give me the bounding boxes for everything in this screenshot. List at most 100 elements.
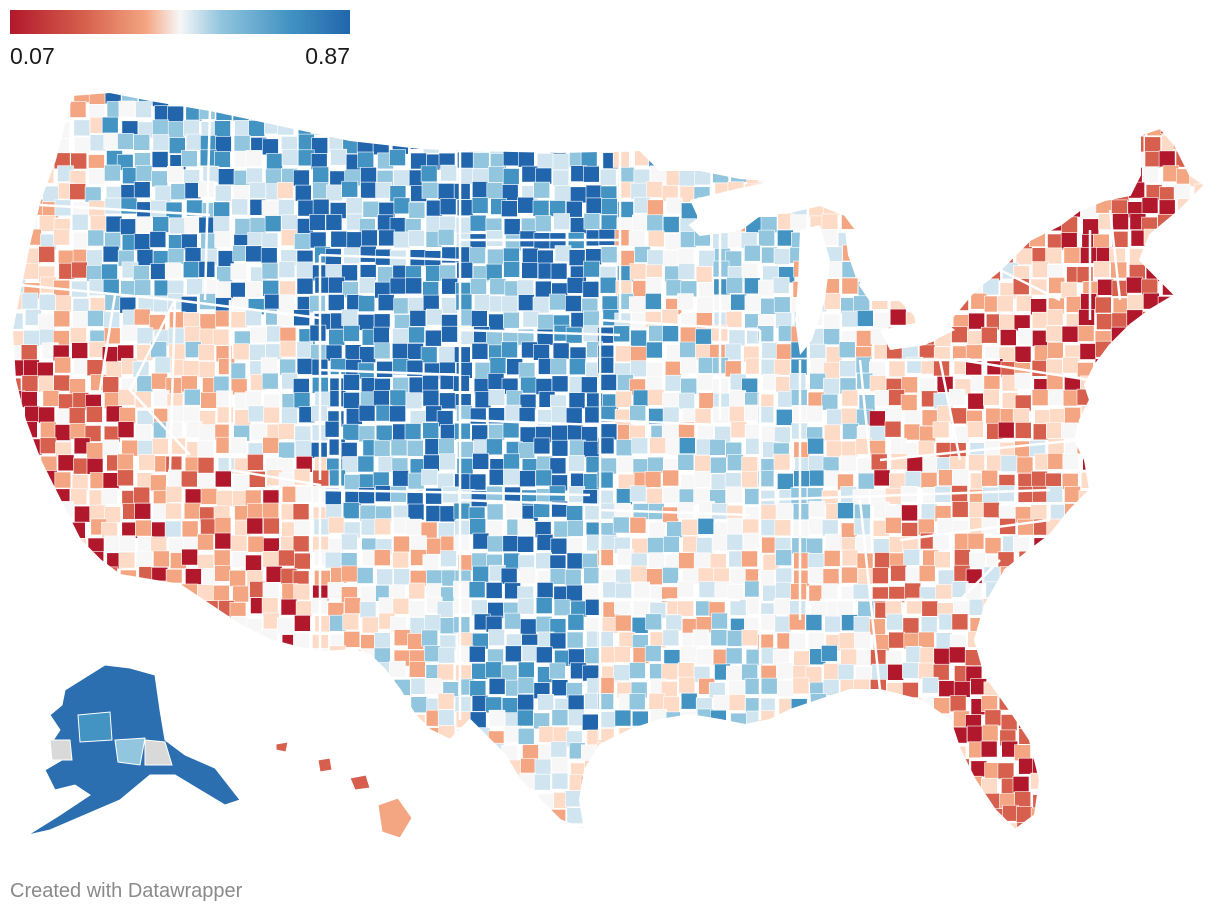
county-cell xyxy=(858,394,876,412)
county-cell xyxy=(184,388,201,406)
county-cell xyxy=(583,260,600,278)
county-cell xyxy=(950,184,968,202)
county-cell xyxy=(823,806,841,824)
county-cell xyxy=(358,295,376,312)
county-cell xyxy=(328,328,346,346)
county-cell xyxy=(821,583,839,600)
county-cell xyxy=(1173,280,1191,298)
county-cell xyxy=(214,713,231,731)
county-cell xyxy=(1094,454,1111,472)
county-cell xyxy=(969,184,987,202)
county-cell xyxy=(42,631,59,648)
county-cell xyxy=(1191,551,1205,568)
county-cell xyxy=(569,186,587,204)
county-cell xyxy=(888,360,906,378)
county-cell xyxy=(1189,756,1205,774)
county-cell xyxy=(725,647,743,665)
county-cell xyxy=(424,645,441,663)
county-cell xyxy=(886,248,904,265)
county-cell xyxy=(727,117,744,134)
county-cell xyxy=(455,293,473,311)
county-cell xyxy=(293,552,311,570)
county-cell xyxy=(889,746,907,764)
county-cell xyxy=(425,505,443,522)
county-cell xyxy=(1141,629,1158,647)
county-cell xyxy=(151,613,169,631)
county-cell xyxy=(517,196,535,214)
county-cell xyxy=(506,101,523,119)
legend-min-label: 0.07 xyxy=(10,43,55,69)
county-cell xyxy=(343,792,361,810)
county-cell xyxy=(822,568,840,585)
county-cell xyxy=(711,757,728,775)
county-cell xyxy=(373,632,391,650)
county-cell xyxy=(375,181,392,199)
county-cell xyxy=(758,229,775,247)
county-cell xyxy=(185,133,203,151)
county-cell xyxy=(329,469,346,487)
county-cell xyxy=(1143,490,1161,508)
county-cell xyxy=(136,628,153,646)
county-cell xyxy=(889,277,907,295)
county-cell xyxy=(56,553,74,571)
county-cell xyxy=(520,376,537,394)
county-cell xyxy=(887,151,905,168)
county-cell xyxy=(362,728,379,746)
county-cell xyxy=(728,694,746,711)
county-cell xyxy=(1125,630,1142,647)
county-cell xyxy=(293,520,311,537)
county-cell xyxy=(581,789,599,807)
county-cell xyxy=(184,326,201,343)
county-cell xyxy=(86,265,103,282)
county-cell xyxy=(679,645,697,663)
county-cell xyxy=(12,456,25,473)
county-cell xyxy=(1145,662,1162,680)
county-cell xyxy=(231,824,249,830)
county-cell xyxy=(262,138,279,156)
county-cell xyxy=(535,469,553,487)
county-cell xyxy=(1125,423,1142,441)
county-cell xyxy=(423,454,440,472)
county-cell xyxy=(1141,392,1158,410)
county-cell xyxy=(662,629,680,647)
county-cell xyxy=(164,262,182,280)
county-cell xyxy=(629,516,647,534)
county-cell xyxy=(581,713,599,731)
county-cell xyxy=(296,277,314,295)
county-cell xyxy=(1124,92,1142,103)
county-cell xyxy=(634,760,652,778)
county-cell xyxy=(887,663,904,681)
county-cell xyxy=(136,806,154,824)
county-cell xyxy=(12,757,22,775)
county-cell xyxy=(1094,151,1111,169)
county-cell xyxy=(312,774,329,791)
county-cell xyxy=(183,709,201,727)
county-cell xyxy=(984,709,1002,727)
county-cell xyxy=(1080,614,1097,632)
county-cell xyxy=(1176,682,1194,699)
county-cell xyxy=(632,599,650,617)
county-cell xyxy=(263,103,280,121)
county-cell xyxy=(183,502,201,520)
county-cell xyxy=(1208,635,1220,651)
county-cell xyxy=(1014,422,1032,439)
county-cell xyxy=(536,582,554,599)
county-cell xyxy=(309,743,326,761)
county-cell xyxy=(1174,420,1192,438)
county-cell xyxy=(1082,138,1100,155)
county-cell xyxy=(1015,154,1033,171)
county-cell xyxy=(776,170,794,187)
county-cell xyxy=(1060,132,1078,150)
county-cell xyxy=(230,311,247,329)
county-cell xyxy=(441,92,459,102)
county-cell xyxy=(965,825,983,830)
county-cell xyxy=(1145,581,1163,599)
county-cell xyxy=(133,308,151,326)
county-cell xyxy=(181,548,198,566)
county-cell xyxy=(677,580,694,598)
county-cell xyxy=(471,744,489,761)
county-cell xyxy=(698,120,715,137)
county-cell xyxy=(471,424,489,442)
county-cell xyxy=(1063,729,1081,747)
county-cell xyxy=(535,121,553,138)
